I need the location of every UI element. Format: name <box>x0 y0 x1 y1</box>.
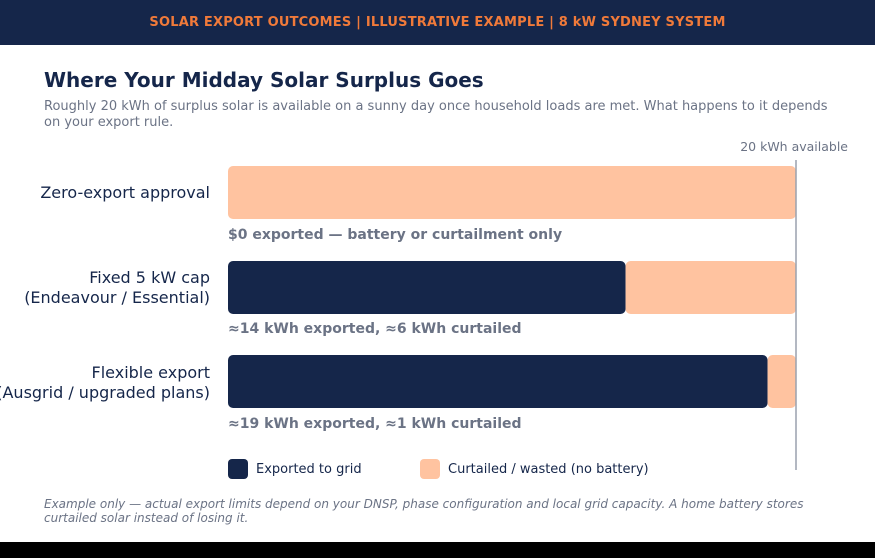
legend-label-exported: Exported to grid <box>256 461 362 477</box>
banner: SOLAR EXPORT OUTCOMES | ILLUSTRATIVE EXA… <box>0 0 875 45</box>
category-label-line: (Endeavour / Essential) <box>24 288 210 307</box>
bar-curtailed-0 <box>228 166 796 219</box>
chart-subtitle: Roughly 20 kWh of surplus solar is avail… <box>44 99 828 130</box>
bar-curtailed-2 <box>767 355 796 408</box>
category-label-line: Fixed 5 kW cap <box>89 268 210 287</box>
legend-item-curtailed: Curtailed / wasted (no battery) <box>420 459 649 479</box>
category-label-line: (Ausgrid / upgraded plans) <box>0 383 210 402</box>
bar-annotation-flexible-export: ≈19 kWh exported, ≈1 kWh curtailed <box>228 416 522 432</box>
bar-annotation-fixed-cap: ≈14 kWh exported, ≈6 kWh curtailed <box>228 321 522 337</box>
legend-item-exported: Exported to grid <box>228 459 362 479</box>
bar-curtailed-1 <box>625 261 796 314</box>
bar-annotation-zero-export: $0 exported — battery or curtailment onl… <box>228 227 563 243</box>
category-label-line: Zero-export approval <box>40 183 210 202</box>
category-label-line: Flexible export <box>91 363 210 382</box>
footnote: Example only — actual export limits depe… <box>44 497 804 525</box>
footer-bar <box>0 542 875 558</box>
category-label-zero-export: Zero-export approval <box>40 183 210 203</box>
legend-swatch-exported <box>228 459 248 479</box>
reference-line-label: 20 kWh available <box>740 139 848 154</box>
category-label-fixed-cap: Fixed 5 kW cap (Endeavour / Essential) <box>24 268 210 308</box>
chart-title: Where Your Midday Solar Surplus Goes <box>44 68 484 92</box>
bar-exported-2 <box>228 355 768 408</box>
bar-exported-1 <box>228 261 626 314</box>
category-label-flexible-export: Flexible export (Ausgrid / upgraded plan… <box>0 363 210 403</box>
legend-label-curtailed: Curtailed / wasted (no battery) <box>448 461 649 477</box>
legend-swatch-curtailed <box>420 459 440 479</box>
